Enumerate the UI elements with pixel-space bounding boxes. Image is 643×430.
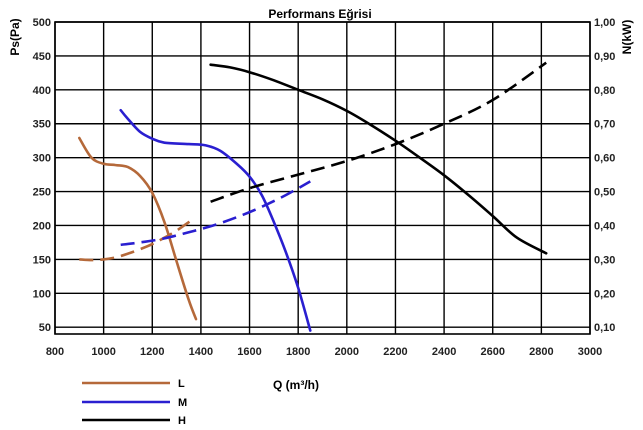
x-tick-label: 1000 <box>91 346 115 358</box>
x-tick-label: 2600 <box>480 346 504 358</box>
legend-item-l: L <box>82 378 185 390</box>
tick-layer: 800 1000 1200 1400 1600 1800 2000 2200 2400 2600 2… <box>33 17 616 358</box>
x-tick-label: 2400 <box>432 346 456 358</box>
y2-tick-label: 0,50 <box>594 187 615 199</box>
x-tick-label: 3000 <box>578 346 602 358</box>
y-tick-label: 150 <box>33 254 51 266</box>
legend-label-m: M <box>178 397 187 409</box>
y2-tick-label: 1,00 <box>594 17 615 29</box>
y2-tick-label: 0,70 <box>594 119 615 131</box>
y-tick-label: 400 <box>33 85 51 97</box>
x-tick-label: 1200 <box>140 346 164 358</box>
legend-label-l: L <box>178 378 185 390</box>
legend-item-h: H <box>82 415 186 427</box>
y2-tick-label: 0,20 <box>594 288 615 300</box>
x-tick-label: 1800 <box>286 346 310 358</box>
y2-axis-label: N(kW) <box>620 20 634 55</box>
power-curve-m <box>120 180 311 247</box>
legend-label-h: H <box>178 415 186 427</box>
x-tick-label: 1400 <box>189 346 213 358</box>
x-tick-label: 2800 <box>529 346 553 358</box>
plot-frame <box>54 21 591 335</box>
y-tick-label: 450 <box>33 51 51 63</box>
chart-title: Performans Eğrisi <box>268 7 371 21</box>
legend: L M H <box>82 378 187 427</box>
power-curve-h <box>210 61 547 203</box>
x-tick-label: 1600 <box>237 346 261 358</box>
y-tick-label: 100 <box>33 288 51 300</box>
x-axis-label: Q (m³/h) <box>273 378 319 392</box>
power-curve-l <box>79 219 192 262</box>
y-tick-label: 350 <box>33 119 51 131</box>
y-axis-label: Ps(Pa) <box>8 18 22 55</box>
y2-tick-label: 0,90 <box>594 51 615 63</box>
y2-tick-label: 0,10 <box>594 322 615 334</box>
pressure-curve-h <box>209 63 548 255</box>
y2-tick-label: 0,60 <box>594 153 615 165</box>
series-layer <box>78 61 548 332</box>
x-tick-label: 2200 <box>383 346 407 358</box>
pressure-curve-m <box>119 108 312 332</box>
x-tick-label: 800 <box>46 346 64 358</box>
y2-tick-label: 0,80 <box>594 85 615 97</box>
y-tick-label: 300 <box>33 153 51 165</box>
x-tick-label: 2000 <box>335 346 359 358</box>
pressure-curve-l <box>78 136 198 321</box>
legend-item-m: M <box>82 397 187 409</box>
y-tick-label: 50 <box>39 322 51 334</box>
y-tick-label: 200 <box>33 220 51 232</box>
y-tick-label: 500 <box>33 17 51 29</box>
y2-tick-label: 0,30 <box>594 254 615 266</box>
y-tick-label: 250 <box>33 187 51 199</box>
grid-layer <box>54 21 591 335</box>
y2-tick-label: 0,40 <box>594 220 615 232</box>
